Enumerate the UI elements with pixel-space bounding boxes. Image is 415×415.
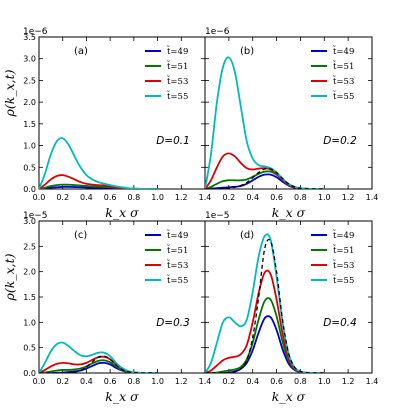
legend-label: t̃=53 <box>332 74 354 87</box>
x-tick-label: 0.8 <box>127 377 140 386</box>
y-tick-label: 1.5 <box>23 120 36 129</box>
panel-label: (b) <box>240 46 254 57</box>
y-tick-label: 2.0 <box>23 268 36 277</box>
x-tick-label: 0.2 <box>222 193 235 202</box>
legend-label: t̃=53 <box>166 258 188 271</box>
legend-label: t̃=53 <box>166 74 188 87</box>
panel-label: (d) <box>240 230 254 241</box>
series-line <box>205 233 325 373</box>
x-tick-label: 0.8 <box>294 193 307 202</box>
x-tick-label: 0.4 <box>80 193 93 202</box>
y-tick-label: 0.0 <box>23 185 36 194</box>
x-tick-label: 1.4 <box>199 193 212 202</box>
x-tick-label: 1.2 <box>342 193 355 202</box>
x-axis-label: k_x σ <box>105 205 139 220</box>
x-tick-label: 0.4 <box>80 377 93 386</box>
x-tick-label: 0.4 <box>246 377 259 386</box>
param-label: D=0.2 <box>323 135 357 147</box>
x-tick-label: 0.0 <box>33 193 46 202</box>
x-axis-label: k_x σ <box>272 205 306 220</box>
x-tick-label: 1.4 <box>366 377 379 386</box>
x-tick-label: 1.0 <box>318 193 331 202</box>
legend-label: t̃=49 <box>166 228 188 241</box>
legend-label: t̃=49 <box>166 44 188 57</box>
x-tick-label: 1.0 <box>151 377 164 386</box>
axis-multiplier: 1e−5 <box>23 211 48 221</box>
x-tick-label: 0.0 <box>33 377 46 386</box>
series-line <box>39 137 158 189</box>
x-tick-label: 1.0 <box>151 193 164 202</box>
series-line <box>39 359 158 373</box>
x-tick-label: 1.2 <box>342 377 355 386</box>
legend-label: t̃=55 <box>332 273 354 286</box>
x-tick-label: 1.2 <box>175 377 188 386</box>
y-axis-label: ρ(k_x,t) <box>2 69 17 117</box>
series-line <box>205 297 325 373</box>
y-tick-label: 0.5 <box>23 163 36 172</box>
param-label: D=0.1 <box>156 135 190 147</box>
legend-label: t̃=55 <box>166 273 188 286</box>
x-tick-label: 0.8 <box>127 193 140 202</box>
x-tick-label: 1.4 <box>199 377 212 386</box>
y-axis-label: ρ(k_x,t) <box>2 253 17 301</box>
axis-multiplier: 1e−6 <box>205 27 230 37</box>
x-tick-label: 0.6 <box>104 193 117 202</box>
legend-label: t̃=55 <box>332 89 354 102</box>
legend-label: t̃=53 <box>332 258 354 271</box>
panel-frame <box>38 220 206 374</box>
y-tick-label: 2.0 <box>23 98 36 107</box>
x-tick-label: 0.8 <box>294 377 307 386</box>
x-tick-label: 0.2 <box>222 377 235 386</box>
x-axis-label: k_x σ <box>105 389 139 404</box>
x-tick-label: 0.6 <box>270 377 283 386</box>
axis-multiplier: 1e−6 <box>23 27 48 37</box>
legend-label: t̃=49 <box>332 44 354 57</box>
y-tick-label: 2.5 <box>23 242 36 251</box>
x-tick-label: 1.4 <box>366 193 379 202</box>
y-tick-label: 2.5 <box>23 76 36 85</box>
x-tick-label: 1.2 <box>175 193 188 202</box>
x-tick-label: 0.2 <box>56 377 69 386</box>
panel-label: (c) <box>74 230 87 241</box>
x-axis-label: k_x σ <box>272 389 306 404</box>
y-tick-label: 0.5 <box>23 344 36 353</box>
param-label: D=0.4 <box>323 317 357 329</box>
x-tick-label: 1.0 <box>318 377 331 386</box>
y-tick-label: 0.0 <box>23 369 36 378</box>
y-tick-label: 3.5 <box>23 33 36 42</box>
y-tick-label: 1.5 <box>23 293 36 302</box>
x-tick-label: 0.2 <box>56 193 69 202</box>
y-tick-label: 1.0 <box>23 318 36 327</box>
panel-frame <box>38 36 206 190</box>
legend-label: t̃=51 <box>332 59 354 72</box>
y-tick-label: 3.0 <box>23 217 36 226</box>
axis-multiplier: 1e−5 <box>205 211 230 221</box>
y-tick-label: 1.0 <box>23 142 36 151</box>
param-label: D=0.3 <box>156 317 190 329</box>
dashed-line <box>205 238 325 373</box>
legend-label: t̃=51 <box>166 59 188 72</box>
panel-frame <box>204 36 373 190</box>
legend-label: t̃=55 <box>166 89 188 102</box>
x-tick-label: 0.6 <box>270 193 283 202</box>
legend-label: t̃=51 <box>166 243 188 256</box>
legend-label: t̃=49 <box>332 228 354 241</box>
dashed-line <box>205 167 325 189</box>
x-tick-label: 0.6 <box>104 377 117 386</box>
y-tick-label: 3.0 <box>23 55 36 64</box>
legend-label: t̃=51 <box>332 243 354 256</box>
series-line <box>39 341 158 373</box>
x-tick-label: 0.4 <box>246 193 259 202</box>
panel-label: (a) <box>74 46 88 57</box>
